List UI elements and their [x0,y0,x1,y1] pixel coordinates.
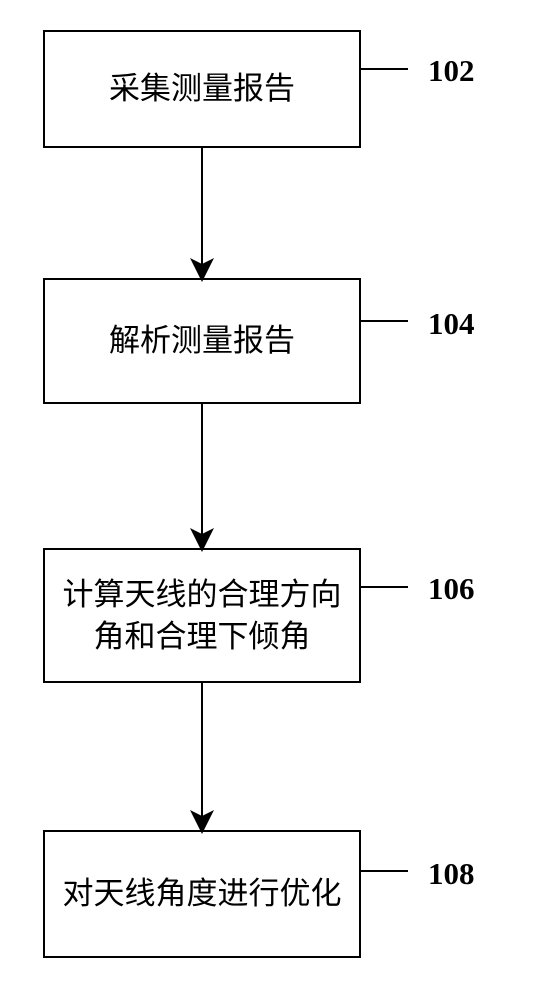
flowchart-canvas: 采集测量报告 102 解析测量报告 104 计算天线的合理方向 角和合理下倾角 … [0,0,554,1000]
flow-node: 解析测量报告 [43,278,361,404]
flow-node-label: 采集测量报告 [109,68,295,110]
flow-node: 对天线角度进行优化 [43,830,361,958]
step-label: 106 [428,571,475,607]
step-label: 102 [428,53,475,89]
step-label: 108 [428,856,475,892]
step-tick [360,586,408,588]
flow-node-label: 计算天线的合理方向 角和合理下倾角 [63,574,342,658]
flow-node-label: 对天线角度进行优化 [63,873,342,915]
step-tick [360,320,408,322]
flow-node-label: 解析测量报告 [109,320,295,362]
step-tick [360,68,408,70]
flow-node: 采集测量报告 [43,30,361,148]
step-label: 104 [428,306,475,342]
step-tick [360,870,408,872]
flow-node: 计算天线的合理方向 角和合理下倾角 [43,548,361,683]
